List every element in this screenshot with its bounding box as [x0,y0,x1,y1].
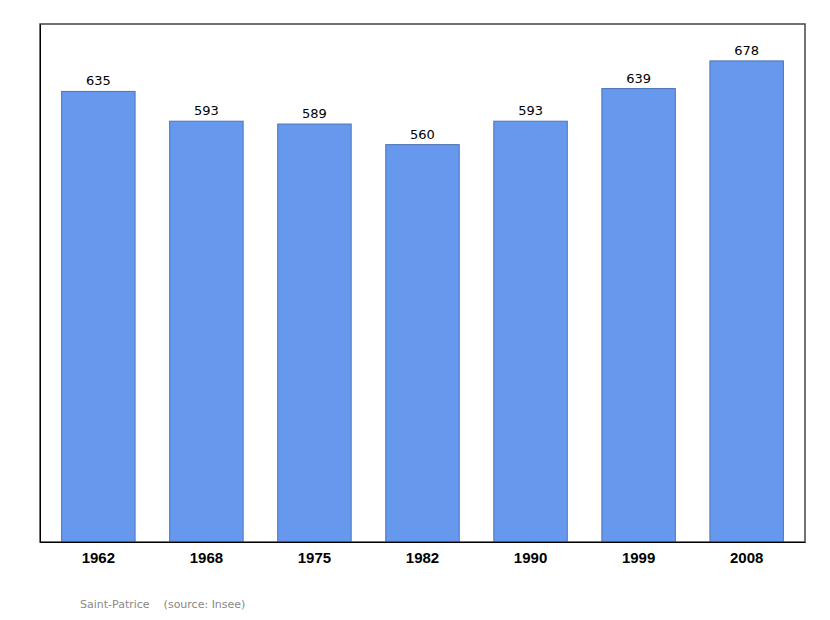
x-tick-label: 1968 [190,549,223,566]
bar [62,91,135,542]
x-tick-label: 1990 [514,549,547,566]
data-label: 593 [518,103,543,118]
bars [62,61,784,542]
x-tick-label: 2008 [730,549,763,566]
data-label: 593 [194,103,219,118]
x-tick: 1962 [82,549,115,566]
x-tick-label: 1975 [298,549,331,566]
data-labels: 635 593 589 560 593 639 678 [86,43,759,142]
bar [710,61,783,542]
x-axis: 1962 1968 1975 1982 1990 1999 2008 [41,543,806,566]
x-axis-line [41,542,806,543]
bar [494,121,567,542]
bar [386,145,459,542]
data-label: 639 [626,71,651,86]
y-axis-line [40,25,41,543]
bar [278,124,351,542]
x-tick: 1982 [406,549,439,566]
data-label: 560 [410,127,435,142]
bar [170,121,243,542]
plot-frame [40,24,805,542]
plot-area: 1962 1968 1975 1982 1990 1999 2008 635 593 589 560… [40,24,806,566]
y-axis [40,25,41,543]
x-tick-label: 1982 [406,549,439,566]
x-tick-label: 1999 [622,549,655,566]
x-tick-label: 1962 [82,549,115,566]
x-tick: 1968 [190,549,223,566]
x-tick: 1990 [514,549,547,566]
caption: Saint-Patrice (source: Insee) [80,598,245,611]
data-label: 678 [734,43,759,58]
bar [602,89,675,542]
x-tick: 1975 [298,549,331,566]
chart: 1962 1968 1975 1982 1990 1999 2008 635 593 589 560… [0,0,830,620]
data-label: 589 [302,106,327,121]
x-tick: 1999 [622,549,655,566]
data-label: 635 [86,73,111,88]
x-tick: 2008 [730,549,763,566]
